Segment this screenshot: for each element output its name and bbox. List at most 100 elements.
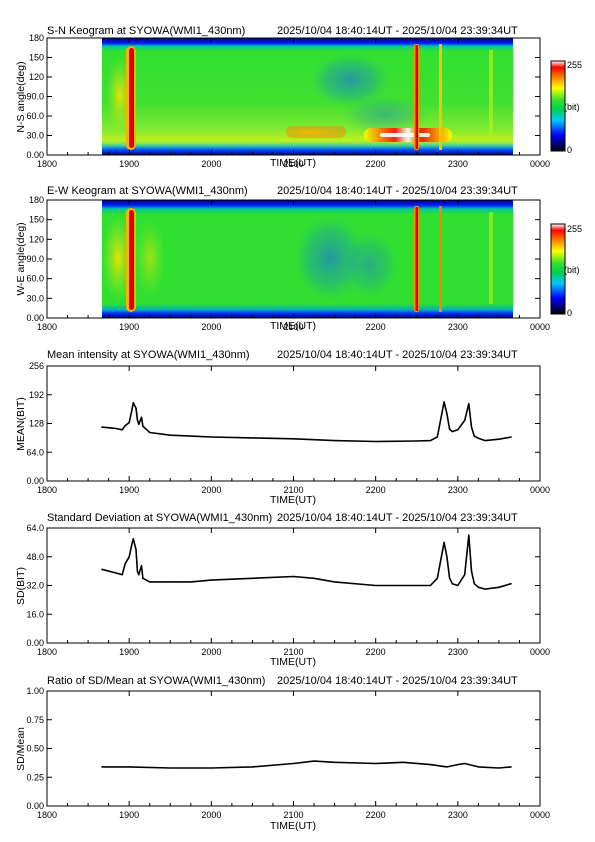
mean-time-range: 2025/10/04 18:40:14UT - 2025/10/04 23:39…	[277, 349, 518, 361]
x-tick-label: 1900	[119, 647, 139, 657]
sn-colorbar-unit: (bit)	[564, 102, 580, 112]
y-tick-label: 16.0	[26, 609, 44, 619]
panel-std-dev: Standard Deviation at SYOWA(WMI1_430nm) …	[15, 512, 550, 668]
data-point	[468, 403, 470, 405]
data-point	[473, 435, 475, 437]
data-point	[446, 556, 448, 558]
x-tick-label: 2300	[448, 322, 468, 332]
data-point	[251, 577, 254, 579]
sd-xlabel: TIME(UT)	[270, 656, 316, 668]
x-tick-label: 2100	[283, 159, 303, 169]
x-tick-label: 2300	[448, 810, 468, 820]
data-point	[477, 766, 479, 768]
data-point	[470, 570, 473, 572]
y-tick-label: 150	[29, 53, 44, 63]
data-point	[451, 583, 453, 585]
y-tick-label: 180	[29, 33, 44, 43]
x-tick-label: 2200	[366, 159, 386, 169]
data-point	[210, 767, 212, 769]
ratio-frame	[46, 690, 541, 807]
data-point	[128, 422, 130, 424]
data-point	[313, 760, 315, 762]
data-point	[498, 586, 500, 588]
data-point	[484, 439, 486, 442]
data-point	[451, 430, 453, 433]
x-tick-label: 1900	[119, 159, 139, 169]
y-tick-label: 120	[29, 234, 44, 244]
data-point	[429, 764, 432, 766]
y-tick-label: 1.00	[26, 686, 44, 696]
ew-faint-band-late	[489, 212, 493, 304]
mean-xlabel: TIME(UT)	[270, 494, 316, 506]
ew-keogram-ylabel: W-E angle(deg)	[15, 222, 27, 295]
sn-brightening-1900	[129, 48, 134, 148]
panel-ew-keogram: E-W Keogram at SYOWA(WMI1_430nm) 2025/10…	[15, 185, 582, 332]
sn-colorbar: 255 (bit) 0	[550, 60, 582, 155]
x-tick-label: 2200	[366, 322, 386, 332]
sd-title: Standard Deviation at SYOWA(WMI1_430nm)	[47, 512, 272, 524]
x-tick-label: 0000	[530, 647, 550, 657]
x-tick-label: 2000	[201, 647, 221, 657]
data-point	[464, 762, 466, 765]
data-point	[464, 419, 466, 421]
x-tick-label: 2300	[448, 485, 468, 495]
y-tick-label: 64.0	[26, 523, 44, 533]
y-tick-label: 128	[29, 419, 44, 429]
data-point	[140, 565, 143, 567]
x-tick-label: 1800	[37, 485, 57, 495]
sn-colorbar-min: 0	[567, 145, 572, 155]
data-point	[114, 572, 117, 574]
sn-arc-band-core	[380, 133, 430, 137]
data-point	[443, 401, 445, 403]
data-point	[292, 575, 295, 578]
data-point	[440, 415, 442, 417]
ew-diffuse-dark-patch-2	[340, 230, 400, 300]
y-tick-label: 192	[29, 390, 44, 400]
ratio-ylabel: SD/Mean	[15, 727, 27, 771]
ew-colorbar: 255 (bit) 0	[550, 223, 582, 318]
data-point	[128, 766, 130, 768]
data-point	[375, 584, 377, 587]
sd-ylabel: SD(BIT)	[15, 567, 27, 605]
y-tick-label: 90.0	[26, 254, 44, 264]
data-point	[121, 574, 123, 576]
data-point	[135, 548, 137, 551]
data-point	[510, 436, 512, 438]
data-point	[473, 583, 475, 585]
x-tick-label: 2100	[283, 322, 303, 332]
data-point	[429, 584, 432, 587]
y-tick-label: 180	[29, 195, 44, 205]
mean-series-line	[101, 401, 512, 443]
sn-keogram-ylabel: N-S angle(deg)	[15, 61, 27, 132]
y-tick-label: 0.00	[26, 150, 44, 160]
data-point	[484, 588, 486, 590]
sn-keogram-title: S-N Keogram at SYOWA(WMI1_430nm)	[47, 25, 245, 37]
mean-ticks: 1800 1900 2000 2100 2200 2300 0000 0.00 64.0 128 1…	[26, 361, 550, 495]
x-tick-label: 2200	[366, 647, 386, 657]
y-tick-label: 90.0	[26, 92, 44, 102]
data-point	[101, 426, 103, 428]
y-tick-label: 0.00	[26, 313, 44, 323]
x-tick-label: 1900	[119, 322, 139, 332]
sn-faint-band-late	[489, 50, 493, 140]
y-tick-label: 0.75	[26, 715, 44, 725]
y-tick-label: 150	[29, 215, 44, 225]
data-point	[375, 440, 377, 443]
ew-brightening-2252	[415, 207, 418, 311]
x-tick-label: 2100	[283, 485, 303, 495]
y-tick-label: 0.25	[26, 772, 44, 782]
y-tick-label: 30.0	[26, 131, 44, 141]
mean-frame	[46, 365, 541, 482]
ew-colorbar-unit: (bit)	[564, 265, 580, 275]
data-point	[498, 438, 500, 440]
data-point	[457, 584, 459, 587]
data-point	[101, 766, 103, 768]
data-point	[190, 435, 192, 437]
ew-colorbar-min: 0	[567, 308, 572, 318]
x-tick-label: 2200	[366, 810, 386, 820]
data-point	[470, 426, 473, 428]
y-tick-label: 64.0	[26, 447, 44, 457]
data-point	[313, 577, 315, 579]
ew-yellow-glow-early-2	[134, 218, 166, 298]
